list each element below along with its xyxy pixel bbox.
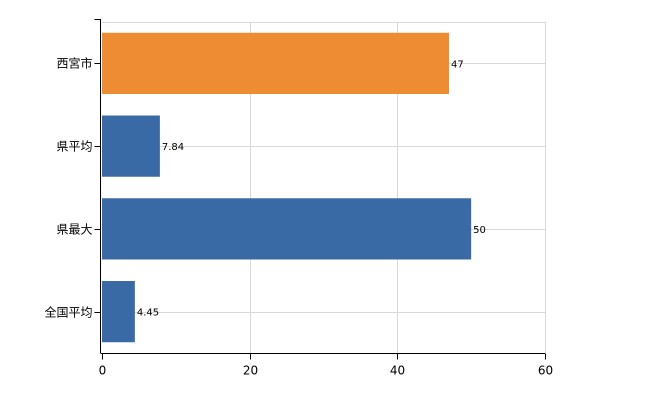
y-tick-label-3: 県最大 (56, 223, 92, 237)
bar-3 (102, 198, 472, 260)
labels-layer: 47 7.84 50 4.45 (137, 59, 486, 318)
y-tick-label-2: 県平均 (56, 140, 92, 154)
x-tick-label-1: 0 (99, 364, 107, 378)
bars-layer (102, 32, 472, 343)
bar-4 (102, 281, 135, 343)
data-label-4: 4.45 (137, 308, 159, 319)
x-tick-label-4: 60 (538, 364, 553, 378)
y-tick-label-1: 西宮市 (56, 56, 92, 71)
bar-1 (102, 32, 450, 94)
y-tick-label-4: 全国平均 (44, 305, 92, 320)
data-label-2: 7.84 (162, 142, 184, 153)
x-tick-label-3: 40 (390, 364, 405, 378)
data-label-1: 47 (451, 59, 464, 70)
data-label-3: 50 (473, 225, 486, 236)
x-tick-label-2: 20 (243, 364, 258, 378)
bar-2 (102, 115, 160, 177)
